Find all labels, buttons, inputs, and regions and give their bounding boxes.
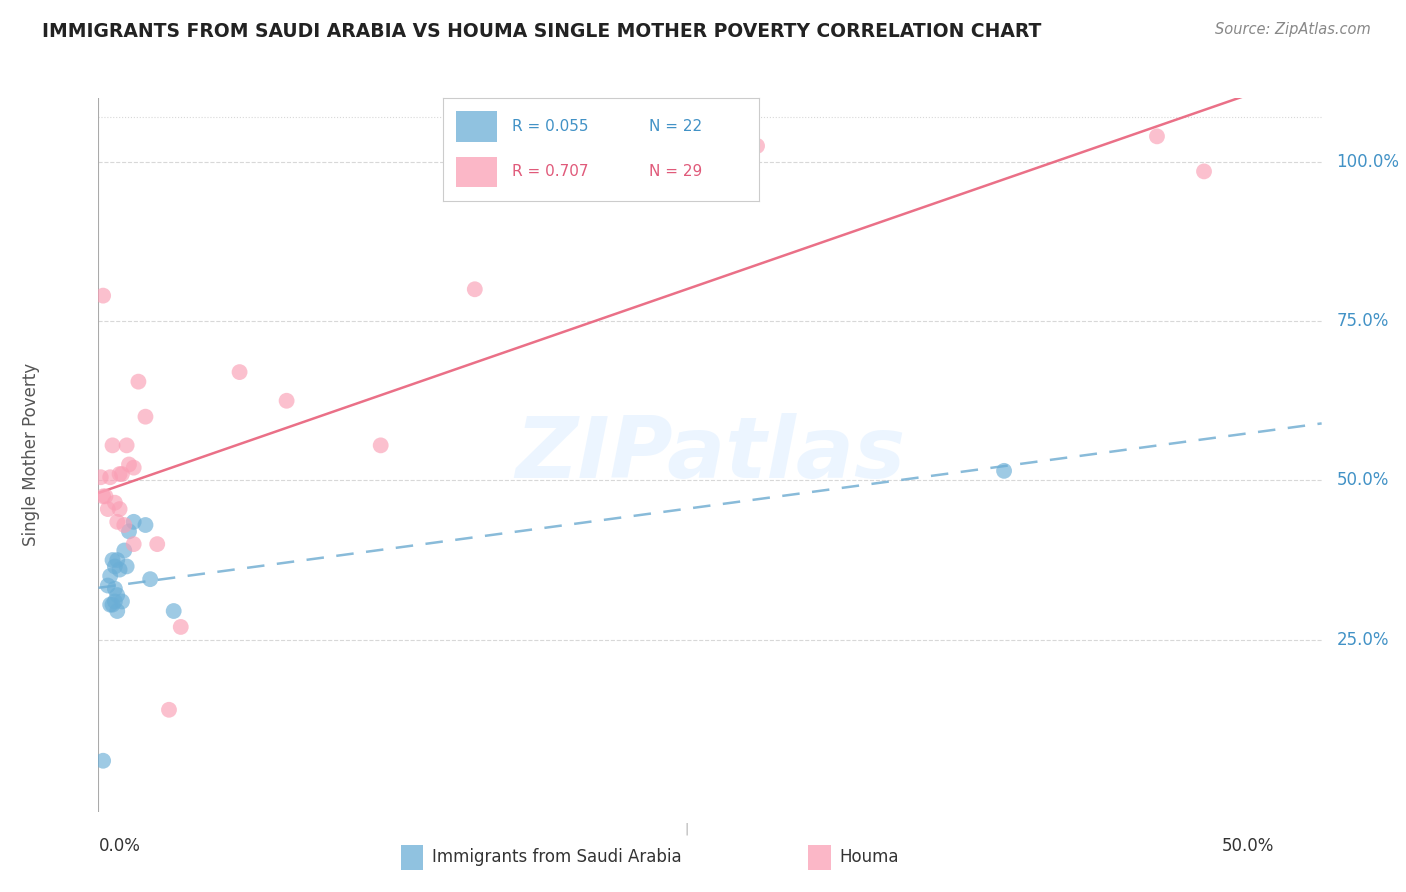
Point — [134, 518, 156, 533]
Point — [112, 518, 135, 533]
Point — [115, 438, 138, 452]
Text: N = 22: N = 22 — [648, 120, 702, 135]
Text: 75.0%: 75.0% — [1336, 312, 1389, 330]
Point — [97, 578, 120, 592]
Bar — [456, 112, 496, 142]
Point — [122, 515, 145, 529]
Text: Single Mother Poverty: Single Mother Poverty — [22, 363, 41, 547]
Point — [105, 515, 128, 529]
Text: Source: ZipAtlas.com: Source: ZipAtlas.com — [1215, 22, 1371, 37]
Point — [91, 754, 114, 768]
Text: Houma: Houma — [839, 848, 898, 866]
Point — [157, 703, 180, 717]
Point — [146, 537, 169, 551]
Text: ZIPatlas: ZIPatlas — [515, 413, 905, 497]
Point — [108, 563, 131, 577]
Text: Immigrants from Saudi Arabia: Immigrants from Saudi Arabia — [432, 848, 682, 866]
Point — [111, 467, 134, 481]
Text: 100.0%: 100.0% — [1336, 153, 1399, 171]
Point — [105, 604, 128, 618]
Point — [1192, 164, 1215, 178]
Text: |: | — [685, 822, 689, 836]
Point — [118, 458, 141, 472]
Point — [90, 470, 112, 484]
Point — [104, 582, 127, 596]
Point — [98, 470, 121, 484]
Point — [101, 438, 124, 452]
Text: 0.0%: 0.0% — [98, 837, 141, 855]
Point — [98, 569, 121, 583]
Point — [122, 460, 145, 475]
Point — [101, 553, 124, 567]
Point — [105, 588, 128, 602]
Point — [1146, 129, 1168, 144]
Point — [111, 594, 134, 608]
Point — [163, 604, 186, 618]
Text: R = 0.055: R = 0.055 — [512, 120, 589, 135]
Point — [108, 467, 131, 481]
Point — [112, 543, 135, 558]
Point — [228, 365, 250, 379]
Point — [101, 598, 124, 612]
Point — [108, 502, 131, 516]
Point — [993, 464, 1015, 478]
Text: IMMIGRANTS FROM SAUDI ARABIA VS HOUMA SINGLE MOTHER POVERTY CORRELATION CHART: IMMIGRANTS FROM SAUDI ARABIA VS HOUMA SI… — [42, 22, 1042, 41]
Point — [94, 489, 117, 503]
Text: N = 29: N = 29 — [648, 164, 702, 179]
Point — [115, 559, 138, 574]
Point — [104, 594, 127, 608]
Point — [104, 559, 127, 574]
Point — [104, 496, 127, 510]
Point — [122, 537, 145, 551]
Point — [139, 572, 162, 586]
Text: 50.0%: 50.0% — [1336, 471, 1389, 490]
Point — [276, 393, 298, 408]
Text: R = 0.707: R = 0.707 — [512, 164, 589, 179]
Text: 50.0%: 50.0% — [1222, 837, 1275, 855]
Point — [134, 409, 156, 424]
Point — [118, 524, 141, 539]
Point — [370, 438, 392, 452]
Point — [127, 375, 149, 389]
Point — [98, 598, 121, 612]
Point — [464, 282, 486, 296]
Text: 25.0%: 25.0% — [1336, 631, 1389, 648]
Point — [97, 502, 120, 516]
Point — [745, 139, 768, 153]
Point — [170, 620, 193, 634]
Point — [91, 489, 114, 503]
Point — [105, 553, 128, 567]
Point — [91, 288, 114, 302]
Bar — [456, 157, 496, 187]
